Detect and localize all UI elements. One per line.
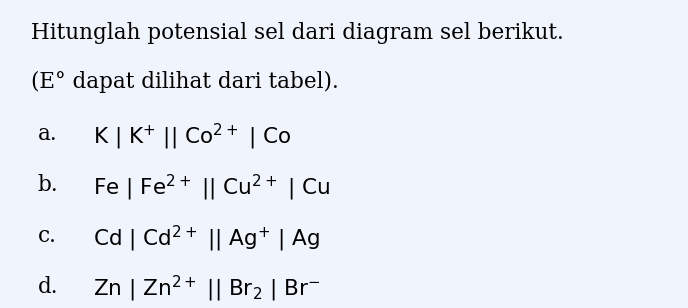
Text: a.: a. [38, 123, 58, 145]
Text: $\mathrm{Cd\ |\ Cd^{2+}\ ||\ Ag^{+}\ |\ Ag}$: $\mathrm{Cd\ |\ Cd^{2+}\ ||\ Ag^{+}\ |\ … [93, 223, 320, 253]
Text: $\mathrm{K\ |\ K^{+}\ ||\ Co^{2+}\ |\ Co}$: $\mathrm{K\ |\ K^{+}\ ||\ Co^{2+}\ |\ Co… [93, 122, 291, 152]
Text: d.: d. [38, 276, 58, 298]
Text: $\mathrm{Zn\ |\ Zn^{2+}\ ||\ Br_2\ |\ Br^{-}}$: $\mathrm{Zn\ |\ Zn^{2+}\ ||\ Br_2\ |\ Br… [93, 274, 320, 304]
Text: Hitunglah potensial sel dari diagram sel berikut.: Hitunglah potensial sel dari diagram sel… [31, 22, 563, 43]
Text: (E° dapat dilihat dari tabel).: (E° dapat dilihat dari tabel). [31, 71, 338, 93]
Text: b.: b. [38, 174, 58, 196]
Text: c.: c. [38, 225, 56, 247]
Text: $\mathrm{Fe\ |\ Fe^{2+}\ ||\ Cu^{2+}\ |\ Cu}$: $\mathrm{Fe\ |\ Fe^{2+}\ ||\ Cu^{2+}\ |\… [93, 172, 330, 203]
